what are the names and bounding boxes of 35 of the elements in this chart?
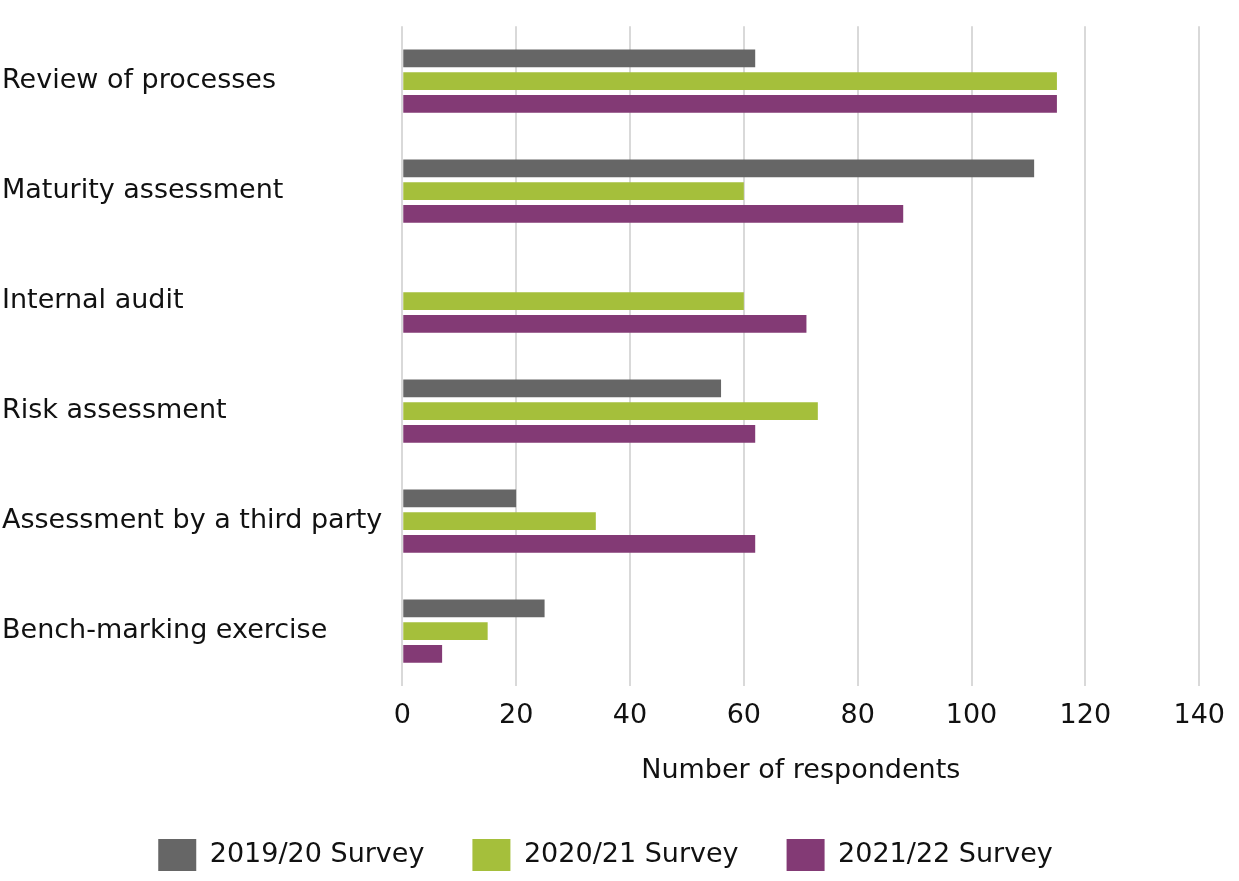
- bar: [403, 379, 722, 398]
- x-tick-label: 20: [498, 698, 534, 730]
- bar: [403, 622, 488, 641]
- legend-label: 2021/22 Survey: [838, 837, 1053, 869]
- bar: [403, 425, 756, 443]
- bar: [403, 402, 818, 421]
- x-tick-label: 40: [612, 698, 648, 730]
- x-tick-label: 100: [945, 698, 998, 730]
- bar: [403, 95, 1057, 113]
- x-tick-label: 120: [1059, 698, 1112, 730]
- bar: [403, 205, 904, 223]
- y-tick-label: Risk assessment: [2, 393, 227, 425]
- bar: [403, 489, 517, 508]
- y-tick-label: Maturity assessment: [2, 173, 284, 205]
- x-tick-label: 60: [726, 698, 761, 730]
- y-tick-label: Bench-marking exercise: [2, 613, 328, 645]
- x-axis-title: Number of respondents: [641, 752, 961, 784]
- bar: [403, 645, 443, 663]
- legend-label: 2020/21 Survey: [523, 837, 739, 869]
- y-tick-label: Internal audit: [2, 283, 184, 315]
- y-tick-label: Review of processes: [2, 63, 276, 95]
- bar: [403, 72, 1057, 91]
- bar: [403, 599, 545, 618]
- x-tick-label: 0: [393, 698, 411, 730]
- bar: [403, 49, 756, 68]
- bar: [403, 512, 596, 531]
- bar: [403, 182, 744, 201]
- bar: [403, 159, 1035, 178]
- bar: [403, 292, 744, 311]
- legend-label: 2019/20 Survey: [209, 837, 425, 869]
- bar: [403, 315, 807, 333]
- x-tick-label: 140: [1173, 698, 1226, 730]
- y-tick-label: Assessment by a third party: [2, 503, 383, 535]
- x-tick-label: 80: [840, 698, 875, 730]
- bar: [403, 535, 756, 553]
